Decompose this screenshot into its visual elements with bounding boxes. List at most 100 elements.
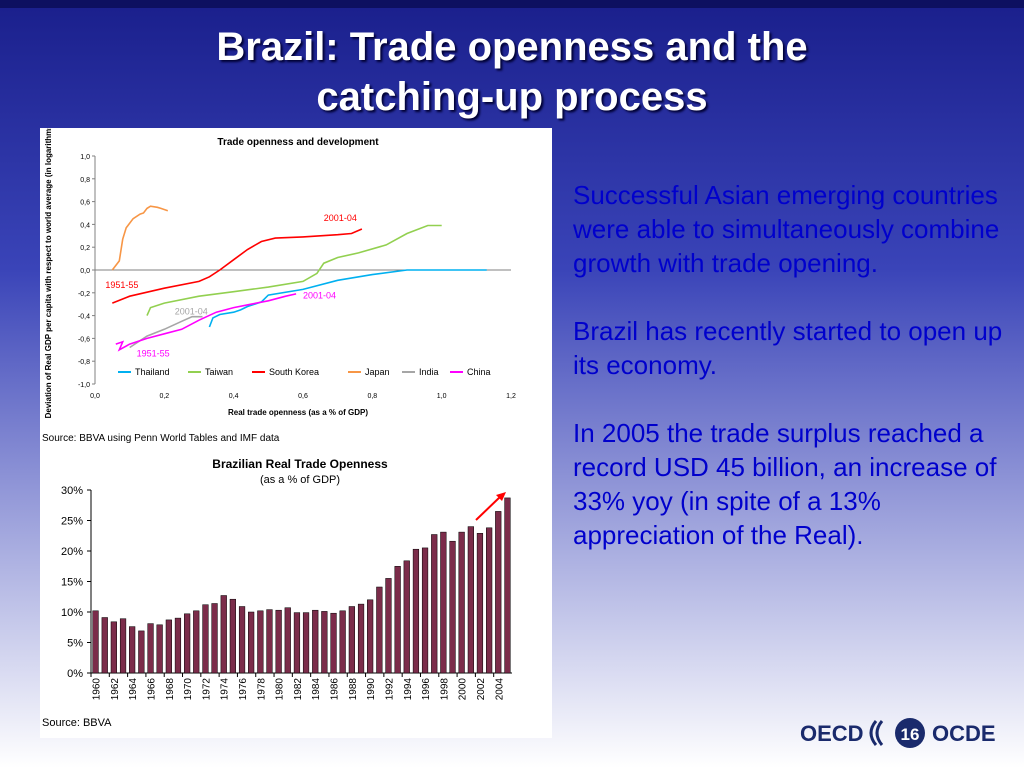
bar [174, 617, 182, 674]
data-label: 2001-04 [303, 291, 336, 301]
bar [229, 598, 236, 674]
bar-chart-x-tick-label: 1992 [384, 678, 395, 701]
bar [119, 618, 127, 674]
bar [138, 630, 145, 674]
bar [211, 603, 218, 674]
bar [330, 612, 337, 674]
bar-chart-x-tick-label: 1998 [439, 678, 450, 701]
bar [357, 603, 365, 674]
bar-chart-x-tick-label: 1970 [183, 678, 194, 701]
line-chart-x-tick-label: 0,2 [159, 393, 169, 400]
bar [165, 619, 172, 674]
legend-label: Japan [365, 367, 390, 377]
bar-chart-x-tick-label: 1986 [330, 678, 341, 701]
legend-label: India [419, 367, 439, 377]
bar [302, 612, 310, 674]
bar-chart-x-tick-label: 1990 [366, 678, 377, 701]
bar-chart-x-tick-label: 2002 [476, 678, 487, 701]
bar [367, 599, 374, 674]
bar-chart-x-tick-label: 1972 [201, 678, 212, 701]
bar [476, 533, 484, 674]
line-chart-y-tick-label: -0,4 [78, 314, 90, 321]
charts-panel: Trade openness and development Deviation… [40, 121, 552, 738]
bar-chart-source: Source: BBVA [42, 717, 112, 729]
series-line-south-korea [112, 228, 363, 304]
bar [184, 613, 191, 674]
bar [202, 604, 209, 674]
series-line-taiwan [146, 224, 442, 316]
legend-label: China [467, 367, 491, 377]
bar [248, 611, 255, 674]
line-chart-x-tick-label: 0,6 [298, 393, 308, 400]
bar [129, 626, 136, 674]
page-number-badge [895, 718, 925, 748]
bar [431, 534, 438, 674]
bullet-1: Successful Asian emerging countries were… [573, 180, 1000, 278]
bar-chart-x-tick-label: 1974 [220, 678, 231, 701]
line-chart: Trade openness and development Deviation… [42, 121, 516, 444]
series-line-thailand [208, 269, 487, 328]
bar [486, 527, 493, 674]
line-chart-x-tick-label: 0,4 [229, 393, 239, 400]
bar [92, 610, 99, 674]
legend-label: South Korea [269, 367, 319, 377]
line-chart-x-tick-label: 1,0 [437, 393, 447, 400]
slide-title-line2: catching-up process [316, 75, 708, 119]
legend-label: Taiwan [205, 367, 233, 377]
slide-title-line1: Brazil: Trade openness and the [216, 25, 808, 69]
bar-chart-y-tick-label: 25% [61, 516, 83, 528]
line-chart-y-tick-label: 1,0 [80, 154, 90, 161]
data-label: 1951-55 [105, 280, 138, 290]
line-chart-y-tick-label: -0,2 [78, 291, 90, 298]
oecd-logo-icon [869, 720, 884, 746]
data-label: 1951-55 [137, 349, 170, 359]
bar-chart-y-tick-label: 20% [61, 546, 83, 558]
bar-chart-x-tick-label: 1962 [110, 678, 121, 701]
bar [147, 623, 154, 674]
line-chart-y-axis-title: Deviation of Real GDP per capita with re… [44, 128, 53, 418]
bar [376, 586, 383, 674]
bar [440, 531, 447, 674]
bar [467, 526, 474, 674]
bar-chart-x-tick-label: 1980 [275, 678, 286, 701]
bar [312, 609, 319, 674]
bar-chart-x-tick-label: 1978 [256, 678, 267, 701]
line-chart-x-tick-label: 0,0 [90, 393, 100, 400]
legend-label: Thailand [135, 367, 170, 377]
bar [101, 617, 108, 674]
bar [403, 560, 410, 674]
line-chart-x-tick-label: 1,2 [506, 393, 516, 400]
line-chart-source: Source: BBVA using Penn World Tables and… [42, 433, 280, 444]
bar-chart-x-tick-label: 1966 [147, 678, 158, 701]
slide-title: Brazil: Trade openness and the catching-… [0, 22, 1024, 122]
line-chart-y-tick-label: 0,2 [80, 245, 90, 252]
line-chart-y-tick-label: 0,6 [80, 200, 90, 207]
bar-chart-y-tick-label: 30% [61, 485, 83, 497]
data-label: 2001-04 [175, 306, 208, 316]
bar [321, 611, 328, 674]
bar [275, 609, 282, 674]
bar [193, 610, 200, 674]
bar [385, 578, 392, 674]
bar-chart-x-tick-label: 1994 [403, 678, 414, 701]
bar [293, 612, 301, 674]
bar [421, 547, 429, 674]
bar [339, 610, 346, 674]
line-chart-title: Trade openness and development [217, 137, 379, 148]
page-number: 16 [901, 725, 920, 744]
line-chart-y-tick-label: -0,6 [78, 336, 90, 343]
bar [458, 531, 465, 674]
data-label: 2001-04 [324, 213, 357, 223]
bar [495, 511, 502, 674]
bar [156, 624, 163, 674]
bar [348, 606, 355, 674]
bar [220, 595, 227, 674]
bar-chart-y-tick-label: 10% [61, 607, 83, 619]
bar [257, 610, 264, 674]
charts-svg: Trade openness and development Deviation… [42, 121, 516, 729]
footer-ocde-text: OCDE [932, 721, 996, 746]
line-chart-x-axis-title: Real trade openness (as a % of GDP) [228, 408, 368, 417]
bar-chart-x-tick-label: 2004 [494, 678, 505, 701]
trend-arrow [475, 492, 506, 521]
bar [284, 607, 291, 674]
